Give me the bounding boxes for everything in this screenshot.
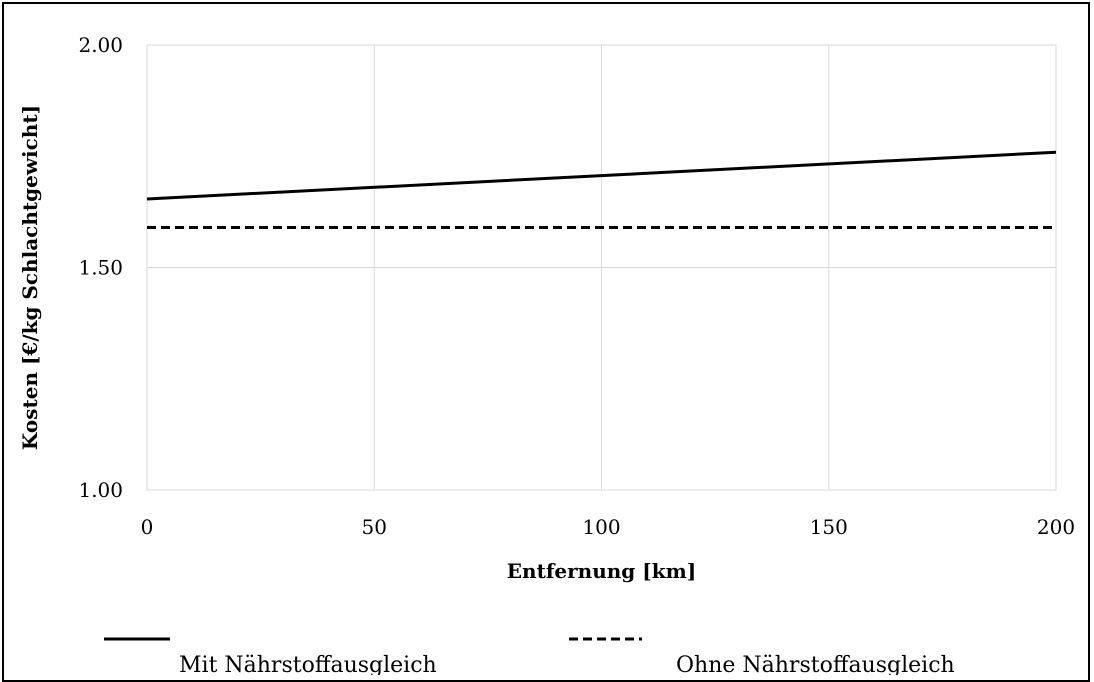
plot-area [146, 44, 1057, 491]
series-line-1 [146, 150, 1057, 201]
x-tick-label: 0 [141, 515, 154, 539]
legend: Mit Nährstoffausgleich Ohne Nährstoffausg… [104, 637, 955, 675]
x-tick-label: 150 [810, 515, 848, 539]
y-tick-label: 2.00 [78, 33, 123, 57]
legend-label-2: Ohne Nährstoffausgleich [676, 653, 955, 675]
x-axis-title: Entfernung [km] [507, 559, 696, 583]
y-tick-label: 1.50 [78, 256, 123, 280]
y-axis-title: Kosten [€/kg Schlachtgewicht] [18, 105, 42, 450]
y-tick-label: 1.00 [78, 478, 123, 502]
grid [146, 44, 1057, 491]
x-tick-label: 50 [362, 515, 387, 539]
x-tick-label: 100 [582, 515, 620, 539]
legend-label-1: Mit Nährstoffausgleich [179, 653, 437, 675]
tick-labels: 0 50 100 150 200 1.00 1.50 2.00 [78, 33, 1075, 539]
x-tick-label: 200 [1037, 515, 1075, 539]
series-layer [146, 150, 1057, 229]
